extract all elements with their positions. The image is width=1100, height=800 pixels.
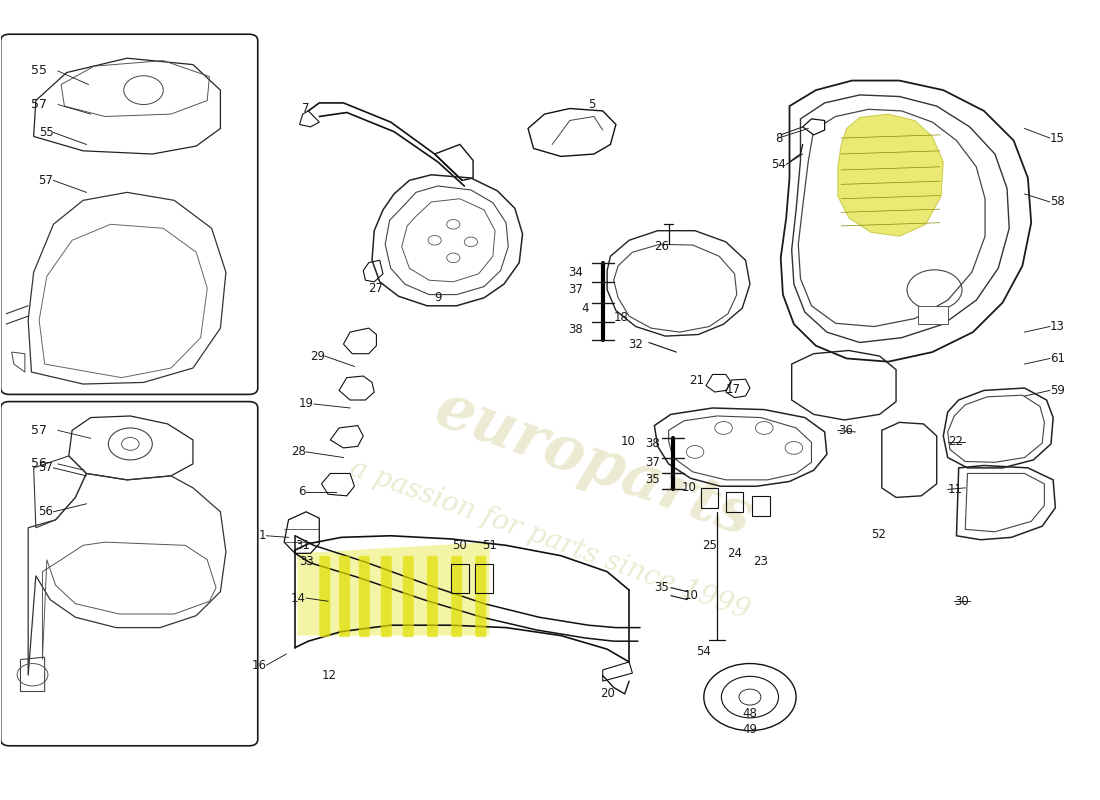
Text: 13: 13 [1049,320,1065,333]
Text: 35: 35 [645,474,660,486]
Text: 54: 54 [696,645,712,658]
Text: 57: 57 [39,174,54,187]
Text: 31: 31 [295,539,310,552]
Text: 28: 28 [292,446,306,458]
Text: europarts: europarts [427,378,761,549]
Text: 57: 57 [32,98,47,111]
FancyBboxPatch shape [359,556,370,637]
Text: 22: 22 [948,435,962,448]
Text: 30: 30 [955,594,969,608]
Text: 20: 20 [600,687,615,700]
Text: 35: 35 [653,581,669,594]
Text: 55: 55 [32,65,47,78]
FancyBboxPatch shape [475,556,486,637]
Text: 34: 34 [568,266,583,278]
Text: 57: 57 [32,424,47,437]
Polygon shape [918,306,948,324]
Text: 32: 32 [628,338,643,350]
Text: 55: 55 [39,126,54,139]
Text: 56: 56 [39,506,54,518]
FancyBboxPatch shape [381,556,392,637]
Text: 17: 17 [726,383,740,396]
Text: 29: 29 [310,350,324,362]
Text: a passion for parts since 1999: a passion for parts since 1999 [346,454,754,625]
Text: 58: 58 [1049,195,1065,209]
Text: 50: 50 [452,539,468,552]
Text: 11: 11 [948,483,962,496]
Text: 33: 33 [299,555,315,568]
Text: 27: 27 [368,282,383,294]
Text: 38: 38 [569,323,583,336]
Polygon shape [803,119,825,135]
Text: 15: 15 [1049,131,1065,145]
Polygon shape [838,114,944,236]
Text: 8: 8 [774,131,782,145]
FancyBboxPatch shape [427,556,438,637]
Text: 37: 37 [645,456,660,469]
FancyBboxPatch shape [403,556,414,637]
Text: 61: 61 [1049,352,1065,365]
Text: 48: 48 [742,706,758,719]
Text: 49: 49 [742,722,758,735]
Text: 6: 6 [298,486,306,498]
Text: 36: 36 [838,424,853,437]
FancyBboxPatch shape [339,556,350,637]
Text: 23: 23 [754,555,769,568]
Text: 38: 38 [645,438,660,450]
Text: 10: 10 [620,435,636,448]
Text: 18: 18 [614,311,628,324]
Text: 9: 9 [434,291,442,304]
Polygon shape [297,542,490,635]
FancyBboxPatch shape [319,556,330,637]
Text: 54: 54 [771,158,786,171]
FancyBboxPatch shape [1,402,257,746]
Text: 37: 37 [568,283,583,296]
FancyBboxPatch shape [1,34,257,394]
Text: 52: 52 [871,528,886,541]
Text: 19: 19 [299,398,314,410]
FancyBboxPatch shape [451,556,462,637]
Text: 7: 7 [302,102,310,115]
Text: 59: 59 [1049,384,1065,397]
Text: 10: 10 [682,482,696,494]
Text: 14: 14 [292,591,306,605]
Text: 51: 51 [482,539,497,552]
Text: 16: 16 [252,658,266,672]
Text: 25: 25 [702,539,717,552]
Text: 12: 12 [321,669,337,682]
Text: 57: 57 [39,462,54,474]
Text: 10: 10 [684,589,699,602]
Text: 24: 24 [727,547,742,560]
Text: 26: 26 [654,240,670,253]
Text: 4: 4 [581,302,589,314]
Text: 21: 21 [689,374,704,386]
Text: 1: 1 [260,530,266,542]
Text: 56: 56 [32,458,47,470]
Text: 5: 5 [588,98,595,111]
